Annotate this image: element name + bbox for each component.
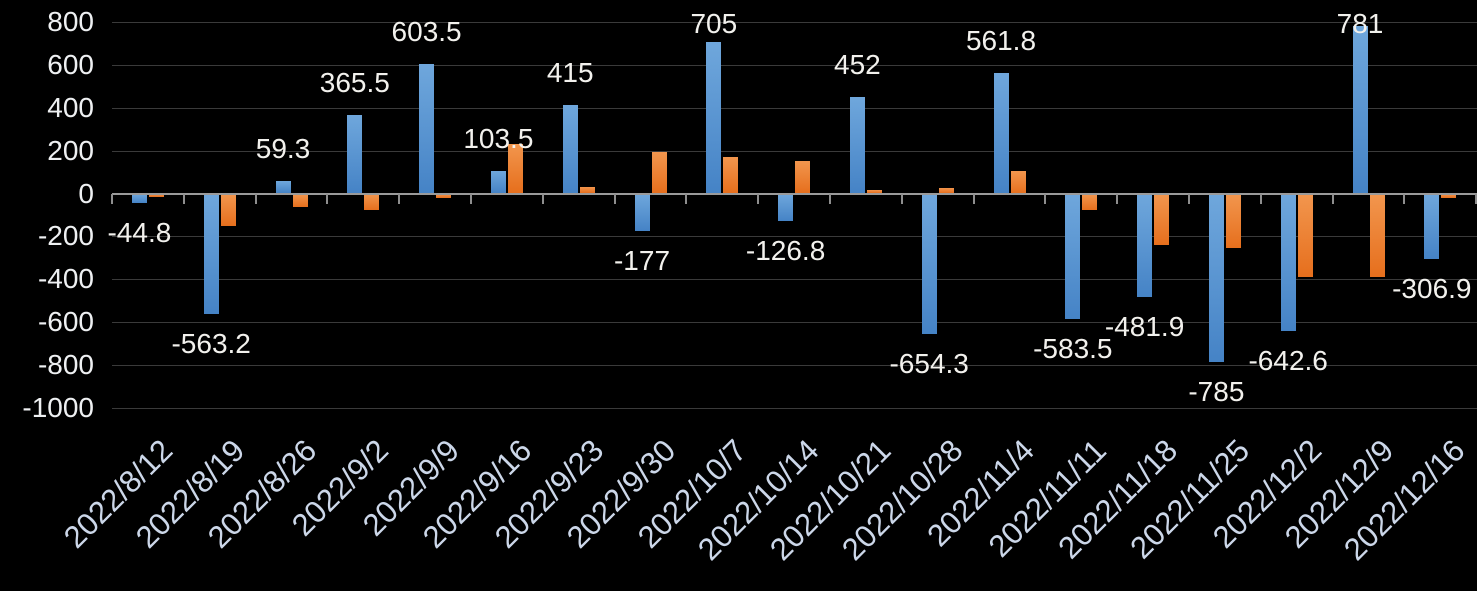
axis-tick-mark — [1475, 193, 1477, 204]
data-label: 705 — [690, 8, 738, 39]
gridline — [112, 279, 1477, 281]
bar-blue-2022-11-11[interactable] — [1065, 193, 1081, 319]
data-label: -563.2 — [171, 328, 251, 360]
bar-orange-2022-11-18[interactable] — [1154, 193, 1170, 246]
axis-tick-mark — [326, 193, 329, 204]
bar-orange-2022-8-26[interactable] — [292, 193, 308, 208]
data-label: -306.9 — [1392, 273, 1472, 305]
data-label: -642.6 — [1248, 345, 1328, 377]
y-axis-label: -800 — [37, 349, 94, 380]
bar-blue-2022-10-28[interactable] — [921, 193, 937, 334]
axis-tick-mark — [182, 193, 185, 204]
data-label: 415 — [546, 56, 594, 88]
axis-tick-mark — [685, 193, 688, 204]
y-axis-label: 400 — [47, 91, 94, 123]
y-axis-label: -1000 — [22, 391, 94, 423]
bar-orange-2022-9-30[interactable] — [651, 151, 667, 194]
data-label: -785 — [1188, 375, 1245, 407]
data-label: 603.5 — [391, 16, 462, 48]
gridline — [112, 64, 1477, 66]
bar-orange-2022-9-9[interactable] — [436, 193, 452, 199]
bar-blue-2022-12-9[interactable] — [1352, 26, 1368, 194]
bar-orange-2022-10-14[interactable] — [795, 161, 811, 194]
bar-blue-2022-9-23[interactable] — [562, 104, 578, 194]
data-label: 59.3 — [255, 132, 311, 164]
bar-orange-2022-11-25[interactable] — [1225, 193, 1241, 248]
gridline — [112, 107, 1477, 109]
bar-blue-2022-10-21[interactable] — [849, 96, 865, 194]
axis-tick-mark — [757, 193, 760, 204]
bar-orange-2022-9-2[interactable] — [364, 193, 380, 210]
y-axis-label: 0 — [78, 177, 94, 209]
bar-orange-2022-11-11[interactable] — [1082, 193, 1098, 211]
bar-orange-2022-8-12[interactable] — [148, 193, 164, 197]
axis-tick-mark — [1116, 193, 1119, 204]
gridline — [112, 236, 1477, 238]
data-label: 561.8 — [965, 25, 1037, 57]
axis-tick-mark — [829, 193, 831, 204]
bar-blue-2022-9-30[interactable] — [634, 193, 650, 232]
bar-blue-2022-9-9[interactable] — [419, 64, 435, 194]
data-label: -654.3 — [889, 347, 969, 379]
bar-orange-2022-11-4[interactable] — [1010, 171, 1026, 194]
axis-tick-mark — [1044, 193, 1047, 204]
data-label: -126.8 — [745, 234, 826, 266]
axis-tick-mark — [1259, 193, 1262, 204]
bar-blue-2022-10-7[interactable] — [706, 42, 722, 194]
bar-blue-2022-11-4[interactable] — [993, 73, 1009, 194]
axis-tick-mark — [900, 193, 903, 204]
gridline — [112, 365, 1477, 366]
axis-tick-mark — [1403, 193, 1406, 204]
bar-blue-2022-11-25[interactable] — [1208, 193, 1224, 362]
bar-orange-2022-9-16[interactable] — [507, 144, 523, 194]
y-axis-label: 600 — [47, 48, 94, 80]
bar-orange-2022-8-19[interactable] — [220, 193, 236, 226]
data-label: -177 — [613, 245, 671, 277]
y-axis-label: -400 — [37, 263, 94, 295]
axis-tick-mark — [470, 193, 472, 204]
gridline — [112, 22, 1477, 23]
axis-tick-mark — [254, 193, 257, 204]
axis-tick-mark — [972, 193, 975, 204]
axis-tick-mark — [541, 193, 544, 204]
axis-tick-mark — [1331, 193, 1334, 204]
axis-tick-mark — [111, 193, 113, 204]
gridline — [112, 150, 1477, 152]
data-label: -44.8 — [107, 217, 172, 249]
bar-orange-2022-10-28[interactable] — [938, 188, 954, 194]
bar-orange-2022-12-2[interactable] — [1297, 193, 1313, 277]
data-label: 103.5 — [463, 123, 534, 155]
data-label: -583.5 — [1033, 332, 1113, 364]
bar-blue-2022-12-2[interactable] — [1280, 193, 1296, 332]
bar-orange-2022-10-7[interactable] — [723, 157, 739, 194]
data-label: 781 — [1336, 8, 1384, 39]
y-axis-label: 800 — [47, 6, 94, 37]
bar-orange-2022-10-21[interactable] — [866, 190, 882, 194]
bar-orange-2022-12-16[interactable] — [1441, 193, 1457, 198]
bar-blue-2022-10-14[interactable] — [778, 193, 794, 221]
bar-blue-2022-11-18[interactable] — [1137, 193, 1153, 297]
bar-orange-2022-12-9[interactable] — [1369, 193, 1385, 278]
bar-orange-2022-9-23[interactable] — [579, 187, 595, 194]
gridline — [112, 322, 1477, 324]
gridline — [112, 407, 1477, 409]
y-axis-label: -600 — [37, 306, 94, 338]
data-label: 365.5 — [319, 67, 390, 99]
axis-tick-mark — [613, 193, 616, 204]
bar-blue-2022-9-16[interactable] — [490, 171, 506, 194]
axis-tick-mark — [398, 193, 401, 204]
bar-blue-2022-12-16[interactable] — [1424, 193, 1440, 260]
data-label: 452 — [834, 48, 881, 80]
bar-blue-2022-8-26[interactable] — [275, 180, 291, 194]
x-axis-line — [112, 192, 1477, 195]
data-label: -481.9 — [1104, 310, 1185, 342]
bar-blue-2022-8-19[interactable] — [203, 193, 219, 315]
axis-tick-mark — [1188, 193, 1190, 204]
y-axis-label: -200 — [37, 220, 94, 252]
y-axis-label: 200 — [47, 134, 94, 166]
bar-blue-2022-9-2[interactable] — [347, 115, 363, 194]
bar-blue-2022-8-12[interactable] — [131, 193, 147, 204]
